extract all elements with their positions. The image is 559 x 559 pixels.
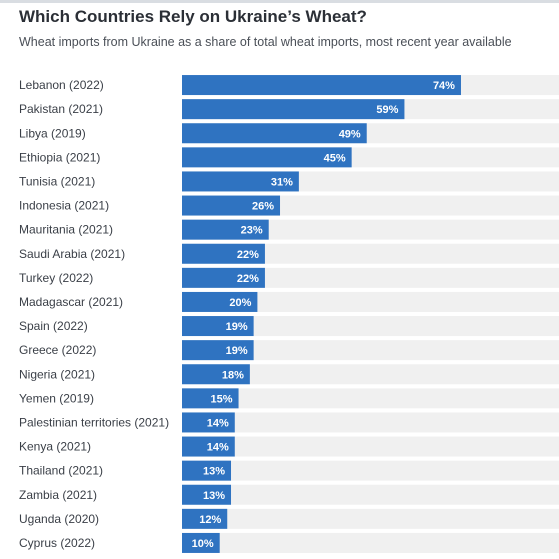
value-label: 22% [237, 273, 259, 285]
bar [182, 508, 228, 529]
category-label: Ethiopia (2021) [19, 150, 100, 164]
bar [182, 267, 265, 288]
value-label: 23% [241, 225, 263, 237]
bar-track [182, 364, 559, 385]
bar [182, 75, 461, 96]
bar-track [182, 291, 559, 312]
category-label: Tunisia (2021) [19, 174, 95, 188]
chart-subtitle: Wheat imports from Ukraine as a share of… [19, 35, 512, 49]
bar [182, 195, 281, 216]
bar [182, 436, 235, 457]
value-label: 59% [376, 104, 398, 116]
value-label: 74% [433, 80, 455, 92]
category-label: Saudi Arabia (2021) [19, 247, 125, 261]
bar-track [182, 508, 559, 529]
bar [182, 243, 265, 264]
category-label: Nigeria (2021) [19, 367, 95, 381]
value-label: 14% [207, 442, 229, 454]
bar-track [182, 243, 559, 264]
bar-track [182, 316, 559, 337]
value-label: 31% [271, 176, 293, 188]
category-label: Greece (2022) [19, 343, 96, 357]
value-label: 22% [237, 249, 259, 261]
chart-title: Which Countries Rely on Ukraine’s Wheat? [19, 7, 367, 26]
value-label: 14% [207, 417, 229, 429]
bar [182, 171, 299, 192]
category-label: Palestinian territories (2021) [19, 415, 169, 429]
bar-track [182, 436, 559, 457]
category-label: Spain (2022) [19, 319, 88, 333]
category-label: Indonesia (2021) [19, 199, 109, 213]
top-rule [0, 0, 559, 3]
category-label: Thailand (2021) [19, 464, 103, 478]
bar [182, 412, 235, 433]
bar [182, 219, 269, 240]
category-label: Yemen (2019) [19, 391, 94, 405]
bar-track [182, 388, 559, 409]
value-label: 49% [339, 128, 361, 140]
bar-track [182, 412, 559, 433]
bar [182, 99, 405, 120]
category-label: Lebanon (2022) [19, 78, 104, 92]
bar [182, 316, 254, 337]
bar [182, 123, 367, 144]
category-label: Mauritania (2021) [19, 223, 113, 237]
category-label: Cyprus (2022) [19, 536, 95, 550]
category-label: Zambia (2021) [19, 488, 97, 502]
bar [182, 147, 352, 168]
value-label: 45% [324, 152, 346, 164]
value-label: 19% [226, 345, 248, 357]
value-label: 15% [211, 393, 233, 405]
bar [182, 532, 220, 553]
bar [182, 460, 232, 481]
value-label: 12% [199, 514, 221, 526]
bar [182, 340, 254, 361]
bar-track [182, 484, 559, 505]
bar [182, 291, 258, 312]
value-label: 26% [252, 201, 274, 213]
category-label: Madagascar (2021) [19, 295, 123, 309]
bar [182, 484, 232, 505]
category-label: Turkey (2022) [19, 271, 93, 285]
bar-track [182, 340, 559, 361]
category-label: Pakistan (2021) [19, 102, 103, 116]
value-label: 10% [192, 538, 214, 550]
value-label: 13% [203, 490, 225, 502]
bar [182, 364, 250, 385]
bar-track [182, 460, 559, 481]
value-label: 19% [226, 321, 248, 333]
bar-track [182, 219, 559, 240]
value-label: 18% [222, 369, 244, 381]
category-label: Uganda (2020) [19, 512, 99, 526]
value-label: 13% [203, 466, 225, 478]
category-label: Kenya (2021) [19, 440, 91, 454]
category-label: Libya (2019) [19, 126, 86, 140]
bar [182, 388, 239, 409]
bar-track [182, 267, 559, 288]
value-label: 20% [229, 297, 251, 309]
bar-track [182, 532, 559, 553]
